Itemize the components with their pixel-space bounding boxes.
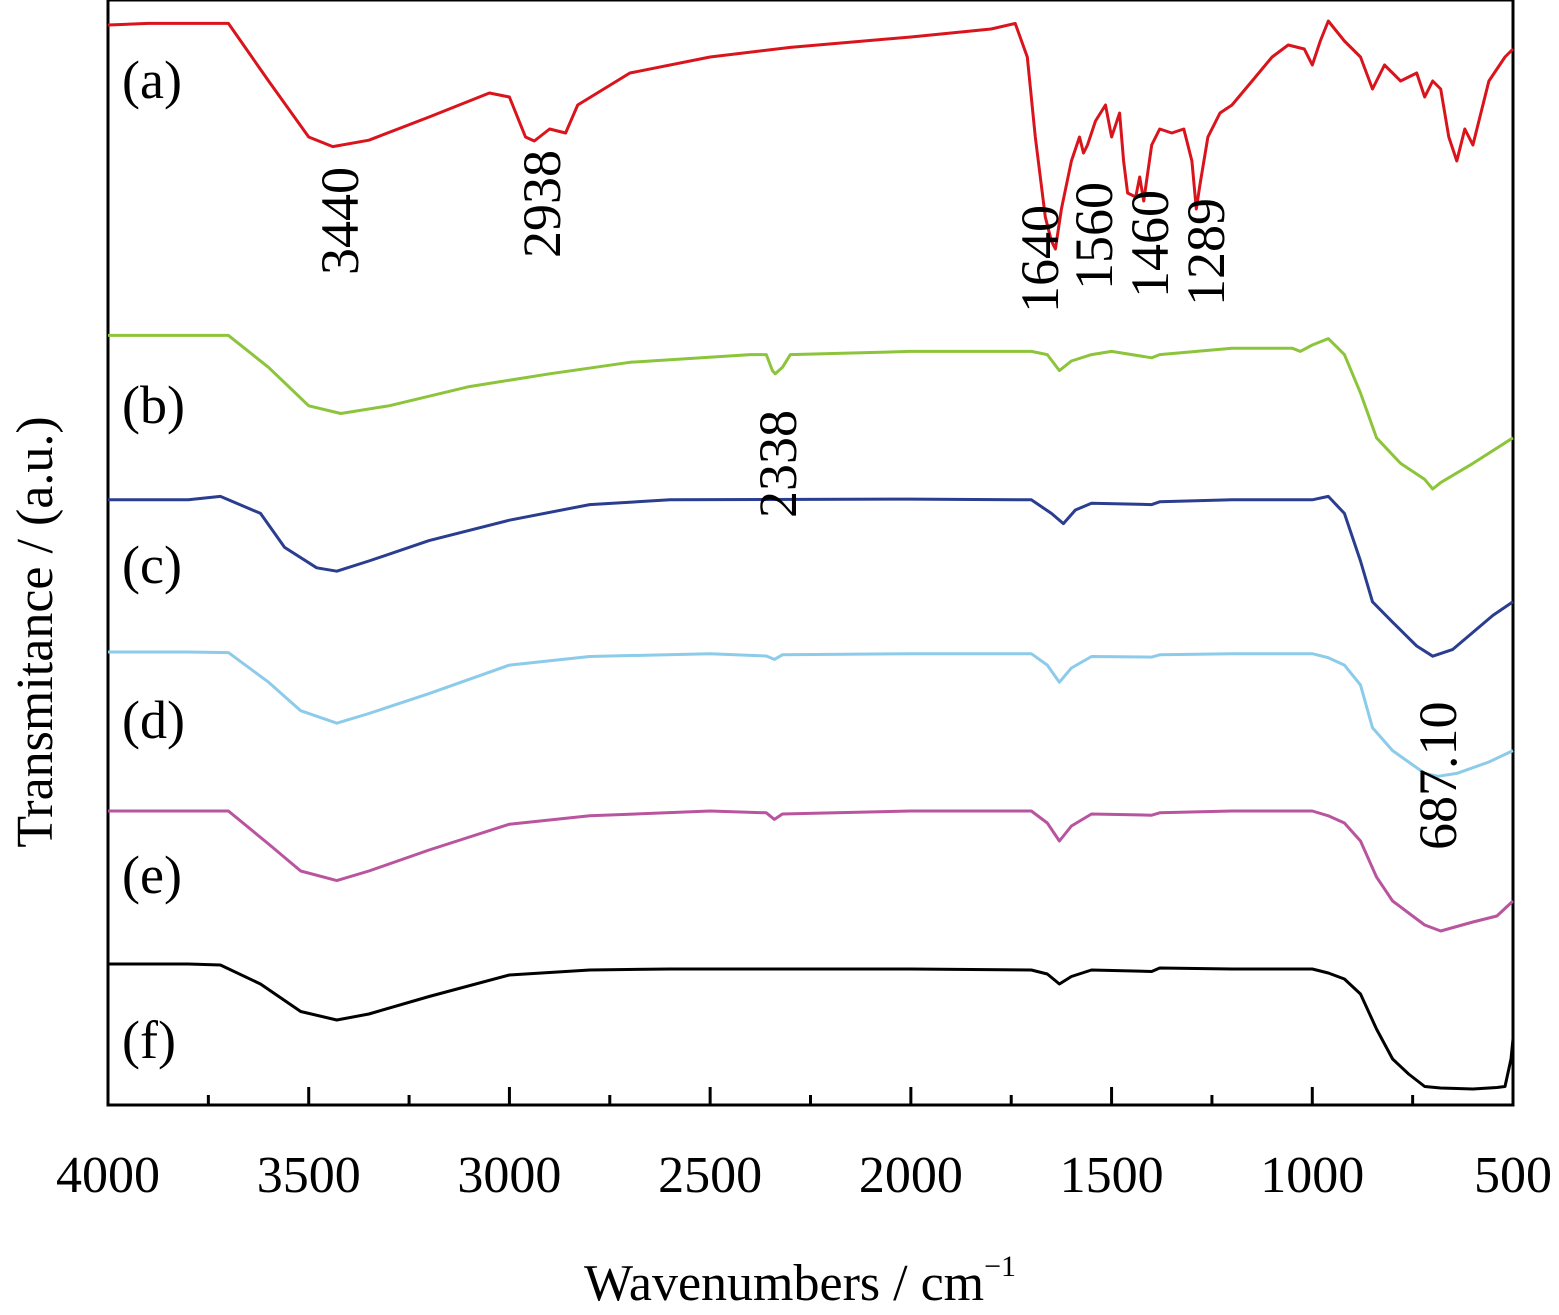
x-tick-label: 1500 bbox=[1060, 1147, 1164, 1204]
y-axis-label: Transmitance / (a.u.) bbox=[7, 416, 64, 847]
series-line-b bbox=[108, 333, 1514, 491]
series-label-f: (f) bbox=[122, 1010, 176, 1070]
peak-label: 1640 bbox=[1010, 205, 1070, 313]
x-tick-label: 3500 bbox=[257, 1147, 361, 1204]
x-tick-label: 3000 bbox=[457, 1147, 561, 1204]
series-lines bbox=[107, 19, 1515, 1091]
series-line-a bbox=[107, 19, 1515, 251]
series-label-e: (e) bbox=[122, 845, 182, 905]
x-axis-label-superscript: −1 bbox=[984, 1250, 1016, 1283]
series-label-c: (c) bbox=[122, 535, 182, 595]
peak-label: 1560 bbox=[1064, 182, 1124, 290]
x-axis-ticks: 4000 3500 3000 2500 2000 1500 1000 500 bbox=[56, 1087, 1552, 1204]
series-label-b: (b) bbox=[122, 375, 185, 435]
x-tick-label: 2500 bbox=[658, 1147, 762, 1204]
series-line-d bbox=[108, 650, 1514, 778]
x-tick-label: 1000 bbox=[1260, 1147, 1364, 1204]
x-tick-label: 500 bbox=[1474, 1147, 1552, 1204]
series-label-d: (d) bbox=[122, 690, 185, 750]
x-tick-label: 4000 bbox=[56, 1147, 160, 1204]
series-label-a: (a) bbox=[122, 50, 182, 110]
peak-label: 687.10 bbox=[1408, 702, 1468, 851]
series-line-c bbox=[108, 494, 1514, 658]
peak-label: 2338 bbox=[748, 410, 808, 518]
peak-label: 2938 bbox=[512, 150, 572, 258]
plot-frame bbox=[106, 0, 1515, 1107]
series-line-e bbox=[108, 809, 1515, 933]
peak-label: 1460 bbox=[1120, 190, 1180, 298]
peak-label: 3440 bbox=[310, 167, 370, 275]
x-tick-label: 2000 bbox=[859, 1147, 963, 1204]
series-line-f bbox=[108, 962, 1515, 1091]
peak-label: 1289 bbox=[1176, 198, 1236, 306]
x-axis-label-main: Wavenumbers / cm bbox=[584, 1255, 984, 1312]
x-axis-label: Wavenumbers / cm−1 bbox=[584, 1250, 1016, 1312]
series-labels: (a) (b) (c) (d) (e) (f) bbox=[122, 50, 185, 1070]
